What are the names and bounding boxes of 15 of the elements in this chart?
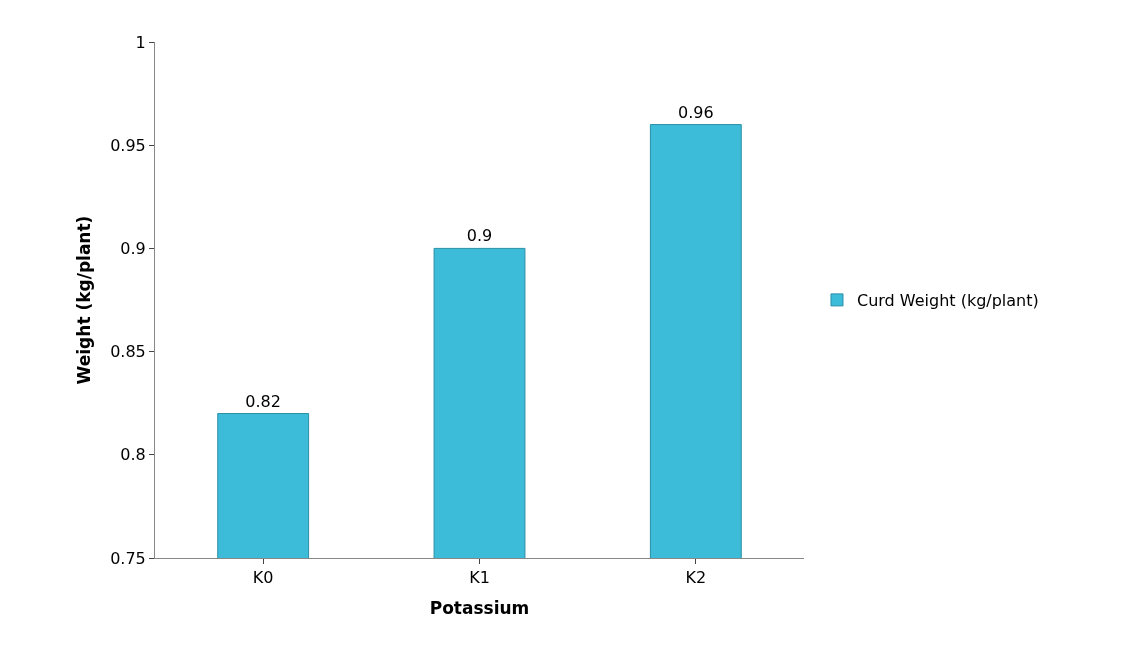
y-tick-label: 0.9 (120, 239, 146, 258)
x-tick-label: K2 (685, 568, 707, 588)
y-tick-label: 0.95 (110, 135, 146, 155)
data-label: 0.96 (678, 102, 714, 122)
y-tick-label: 0.85 (110, 342, 146, 362)
y-tick-label: 0.8 (120, 445, 146, 465)
data-label: 0.82 (245, 391, 281, 411)
y-tick-label: 0.75 (110, 548, 146, 568)
y-axis-title: Weight (kg/plant) (73, 215, 94, 385)
x-tick-label: K1 (469, 568, 490, 588)
y-tick-label: 1 (135, 32, 146, 52)
data-label: 0.9 (466, 226, 493, 246)
x-tick-label: K0 (252, 568, 274, 588)
legend-label: Curd Weight (kg/plant) (856, 291, 1039, 311)
x-axis-title: Potassium (429, 597, 530, 618)
